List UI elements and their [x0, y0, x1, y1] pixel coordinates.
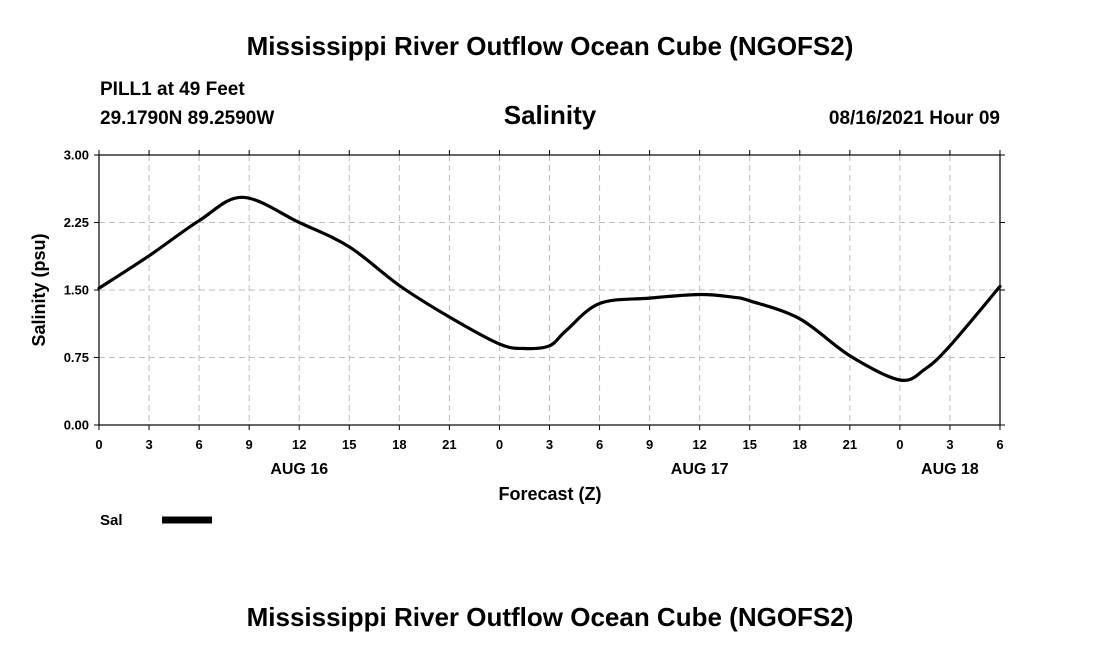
forecast-time-label: 08/16/2021 Hour 09: [829, 108, 1000, 129]
x-tick-label: 6: [596, 437, 603, 452]
x-tick-label: 12: [692, 437, 706, 452]
x-tick-label: 12: [292, 437, 306, 452]
x-tick-label: 21: [843, 437, 857, 452]
legend-label-sal: Sal: [100, 512, 123, 529]
x-day-label: AUG 18: [921, 461, 979, 478]
y-axis-label: Salinity (psu): [29, 233, 49, 346]
series-line-sal: [97, 195, 1002, 383]
x-tick-label: 15: [342, 437, 356, 452]
x-tick-label: 21: [442, 437, 456, 452]
coordinates-label: 29.1790N 89.2590W: [100, 108, 274, 129]
x-tick-label: 0: [95, 437, 102, 452]
x-tick-label: 3: [546, 437, 553, 452]
series-group: [97, 195, 1002, 383]
variable-title: Salinity: [504, 100, 597, 130]
grid: [99, 155, 1000, 425]
legend: Sal: [100, 512, 212, 529]
chart-footer-title: Mississippi River Outflow Ocean Cube (NG…: [247, 602, 854, 632]
x-tick-label: 0: [896, 437, 903, 452]
chart-main-title: Mississippi River Outflow Ocean Cube (NG…: [247, 31, 854, 61]
y-tick-label: 1.50: [64, 283, 89, 298]
x-day-label: AUG 16: [270, 461, 328, 478]
y-tick-label: 3.00: [64, 148, 89, 163]
x-tick-label: 18: [392, 437, 406, 452]
x-tick-label: 0: [496, 437, 503, 452]
x-tick-label: 6: [996, 437, 1003, 452]
x-tick-label: 15: [742, 437, 756, 452]
x-tick-label: 3: [946, 437, 953, 452]
x-tick-label: 18: [793, 437, 807, 452]
x-axis: 0 3 6 9 12 15 18 21 0 3 6 9 12 15 18 21 0 3 6 AUG 16 AUG 17 A…: [95, 150, 1004, 478]
x-tick-label: 3: [145, 437, 152, 452]
y-tick-label: 2.25: [64, 215, 89, 230]
y-tick-label: 0.00: [64, 418, 89, 433]
y-tick-label: 0.75: [64, 350, 89, 365]
x-axis-label: Forecast (Z): [498, 484, 601, 504]
station-label: PILL1 at 49 Feet: [100, 79, 245, 100]
x-tick-label: 9: [646, 437, 653, 452]
x-day-label: AUG 17: [671, 461, 729, 478]
y-axis: 0.00 0.75 1.50 2.25 3.00: [64, 148, 1005, 433]
x-tick-label: 9: [246, 437, 253, 452]
x-tick-label: 6: [195, 437, 202, 452]
